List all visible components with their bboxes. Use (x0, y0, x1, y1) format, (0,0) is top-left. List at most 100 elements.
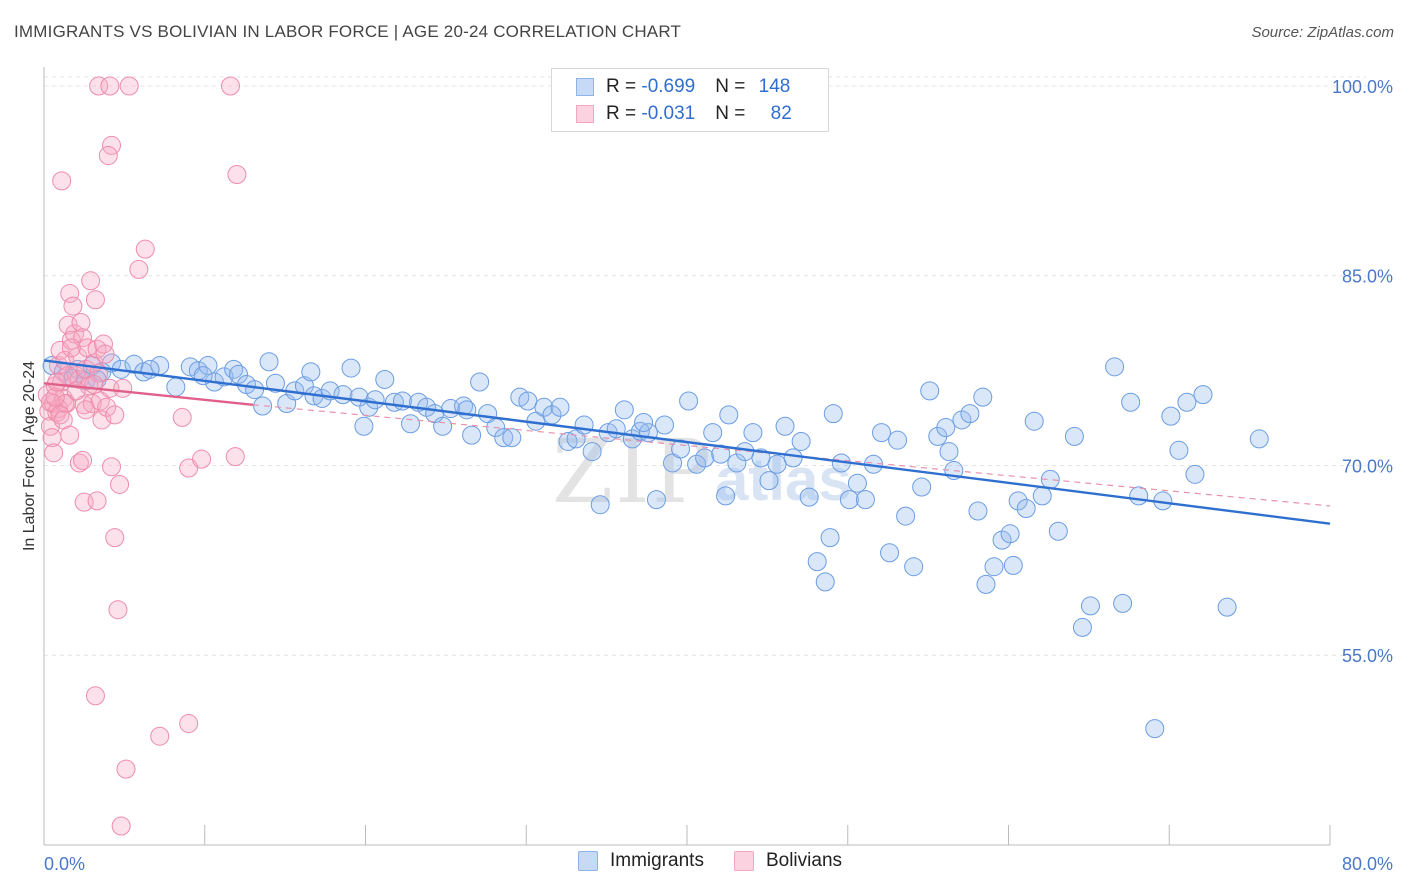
bolivians-point (71, 313, 91, 333)
immigrants-point (976, 574, 996, 594)
immigrants-point (518, 391, 538, 411)
immigrants-point (341, 358, 361, 378)
immigrants-point (727, 453, 747, 473)
bolivians-point (150, 726, 170, 746)
immigrants-point (767, 454, 787, 474)
y-tick-label: 100.0% (1332, 77, 1393, 97)
bolivians-point (179, 714, 199, 734)
bolivians-point (95, 344, 115, 364)
bolivians-point (105, 528, 125, 548)
bolivians-point (135, 239, 155, 259)
bolivians-point (47, 372, 67, 392)
bolivians-point (85, 686, 105, 706)
bolivians-point (100, 76, 120, 96)
immigrants-point (198, 356, 218, 376)
bolivians-legend-label: Bolivians (765, 850, 843, 871)
bolivians-point (73, 450, 93, 470)
immigrants-point (888, 430, 908, 450)
bolivians-point (85, 290, 105, 310)
series-legend: Immigrants Bolivians (578, 850, 872, 872)
immigrants-point (904, 557, 924, 577)
bolivians-point (76, 400, 96, 420)
bolivians-point (108, 600, 128, 620)
watermark-zip: ZIP (552, 420, 714, 523)
bolivians-point (93, 334, 113, 354)
immigrants-point (1003, 555, 1023, 575)
y-axis-label: In Labor Force | Age 20-24 (21, 361, 38, 551)
immigrants-point (1032, 486, 1052, 506)
bolivians-point (69, 453, 89, 473)
immigrants-point (245, 380, 265, 400)
immigrants-point (1217, 597, 1237, 617)
immigrants-legend-swatch (578, 851, 598, 871)
immigrants-point (1048, 521, 1068, 541)
immigrants-point (365, 390, 385, 410)
immigrants-point (679, 391, 699, 411)
immigrants-point (253, 396, 273, 416)
bolivians-point (61, 338, 81, 358)
immigrants-point (1105, 357, 1125, 377)
bolivians-point (66, 366, 86, 386)
immigrants-point (872, 423, 892, 443)
bolivians-point (110, 474, 130, 494)
immigrants-point (1024, 411, 1044, 431)
immigrants-point (470, 372, 490, 392)
immigrants-point (1177, 392, 1197, 412)
immigrants-point (375, 369, 395, 389)
immigrants-point (815, 572, 835, 592)
immigrants-point (695, 448, 715, 468)
bolivians-point (102, 457, 122, 477)
immigrants-point (614, 400, 634, 420)
legend-r-label: R = (606, 103, 642, 124)
bolivians-point (84, 375, 104, 395)
immigrants-point (855, 490, 875, 510)
bolivians-point (87, 491, 107, 511)
immigrants-point (799, 487, 819, 507)
bolivians-point (48, 399, 68, 419)
immigrants-point (1169, 440, 1189, 460)
immigrants-point (820, 528, 840, 548)
bolivians-legend-swatch (733, 851, 754, 871)
immigrants-point (960, 404, 980, 424)
bolivians-point (172, 407, 192, 427)
immigrants-point (939, 442, 959, 462)
bolivians-point (227, 165, 247, 185)
bolivians-point (55, 350, 75, 370)
immigrants-point (558, 431, 578, 451)
immigrants-point (719, 405, 739, 425)
immigrants-point (259, 352, 279, 372)
source-label: Source: ZipAtlas.com (1251, 24, 1394, 41)
immigrants-point (743, 423, 763, 443)
immigrants-point (454, 396, 474, 416)
legend-row-bolivians: R = -0.031 N = 82 (552, 101, 792, 127)
immigrants-point (312, 388, 332, 408)
legend-n-value: 82 (770, 103, 792, 124)
legend-n-label: N = (715, 103, 751, 124)
immigrants-point (823, 404, 843, 424)
y-tick-label: 70.0% (1342, 456, 1393, 476)
bolivians-point (44, 443, 64, 463)
immigrants-point (716, 486, 736, 506)
bolivians-point (105, 405, 125, 425)
bolivians-point (192, 449, 212, 469)
bolivians-point (69, 369, 89, 389)
bolivians-point (66, 381, 86, 401)
immigrants-point (1193, 385, 1213, 405)
immigrants-point (301, 362, 321, 382)
x-tick-label: 0.0% (44, 854, 85, 874)
legend-item-bolivians[interactable]: Bolivians (733, 850, 843, 872)
legend-item-immigrants[interactable]: Immigrants (578, 850, 704, 872)
immigrants-point (783, 448, 803, 468)
immigrants-point (433, 416, 453, 436)
immigrants-point (1000, 524, 1020, 544)
correlation-legend: R = -0.699 N = 148 R = -0.031 N = 82 (551, 68, 829, 132)
bolivians-point (60, 283, 80, 303)
bolivians-point (52, 171, 72, 191)
bolivians-point (89, 76, 109, 96)
immigrants-point (1113, 593, 1133, 613)
immigrants-point (968, 501, 988, 521)
immigrants-point (703, 423, 723, 443)
immigrants-point (582, 442, 602, 462)
immigrants-point (992, 530, 1012, 550)
